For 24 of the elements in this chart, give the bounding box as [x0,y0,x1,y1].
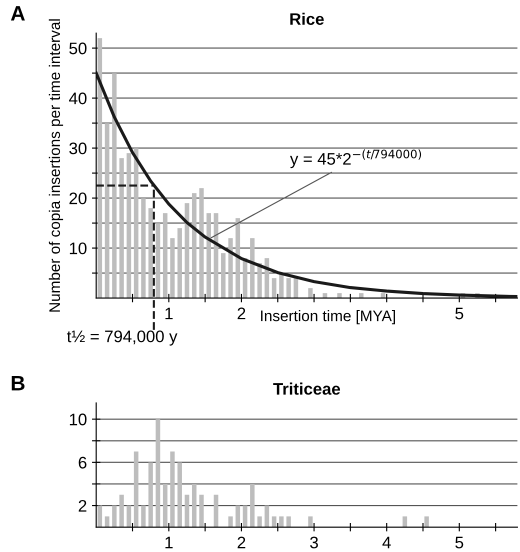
y-tick-label: 40 [69,92,87,104]
x-tick-label: 1 [165,308,173,320]
x-tick-label: 4 [382,536,391,548]
x-axis-title: Insertion time [MYA] [261,310,395,324]
y-tick-label: 6 [78,456,86,469]
y-tick-label: 10 [70,414,87,426]
chart-title: Rice [290,12,324,25]
text: A [10,6,25,21]
x-tick-label: 1 [165,536,173,548]
annotation: t½ = 794,000 y [66,330,178,346]
x-tick-label: 3 [310,536,318,548]
y-tick-label: 20 [69,192,87,204]
chart-title: Triticeae [273,382,340,395]
y-axis-title: Number of copia insertions per time interval [48,19,64,312]
x-tick-label: 5 [455,308,464,320]
x-tick-label: 5 [455,536,464,548]
y-tick-label: 50 [69,42,87,54]
x-tick-label: 2 [238,308,246,320]
y-tick-label: 10 [70,242,87,254]
y-tick-label: 30 [69,142,87,154]
x-tick-label: 2 [238,536,246,548]
y-tick-label: 2 [78,500,86,512]
text: B [12,376,24,390]
annotation: y = 45*2$^{−(t/794000)}$ [290,149,422,168]
